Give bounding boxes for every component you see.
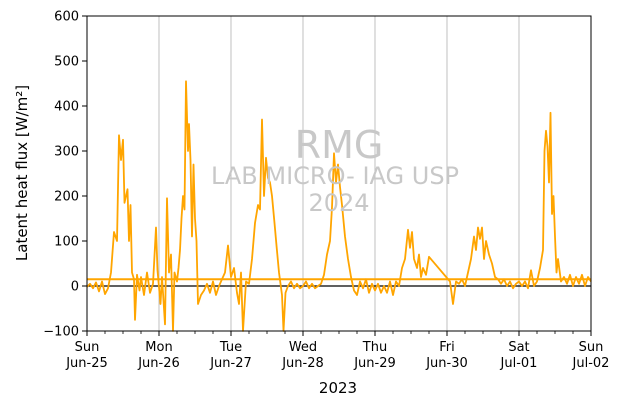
watermark-line-1: RMG — [295, 123, 384, 167]
y-tick-label: 300 — [54, 145, 79, 160]
y-tick-label: 100 — [54, 235, 79, 250]
x-axis-label: 2023 — [319, 379, 357, 397]
x-tick-day-label: Sun — [75, 340, 100, 355]
y-tick-label: −100 — [43, 325, 79, 340]
axes: SunJun-25MonJun-26TueJun-27WedJun-28ThuJ… — [43, 10, 609, 372]
x-tick-day-label: Thu — [362, 340, 387, 355]
x-tick-day-label: Tue — [219, 340, 242, 355]
x-tick-date-label: Jun-27 — [209, 356, 252, 371]
y-axis-label-units: [W/m²] — [13, 85, 31, 137]
watermark-line-2: LAB MICRO- IAG USP — [211, 162, 459, 190]
x-tick-date-label: Jun-25 — [65, 356, 108, 371]
x-tick-date-label: Jul-02 — [572, 356, 610, 371]
y-axis-label-text: Latent heat flux — [13, 142, 31, 261]
y-axis-label: Latent heat flux [W/m²] — [13, 85, 31, 261]
x-tick-date-label: Jul-01 — [500, 356, 538, 371]
x-tick-date-label: Jun-29 — [353, 356, 396, 371]
x-tick-date-label: Jun-28 — [281, 356, 324, 371]
x-tick-day-label: Wed — [289, 340, 317, 355]
y-tick-label: 600 — [54, 10, 79, 25]
y-tick-label: 200 — [54, 190, 79, 205]
x-tick-day-label: Mon — [145, 340, 172, 355]
x-tick-day-label: Sun — [579, 340, 604, 355]
x-tick-day-label: Fri — [439, 340, 455, 355]
y-tick-label: 0 — [71, 280, 79, 295]
y-tick-label: 400 — [54, 100, 79, 115]
y-tick-label: 500 — [54, 55, 79, 70]
series-line-latent-heat-flux — [86, 80, 592, 332]
x-tick-date-label: Jun-30 — [425, 356, 468, 371]
x-tick-day-label: Sat — [508, 340, 529, 355]
x-tick-date-label: Jun-26 — [137, 356, 180, 371]
series-layer — [86, 80, 592, 332]
watermark-line-3: 2024 — [308, 189, 369, 217]
watermark: RMG LAB MICRO- IAG USP 2024 — [211, 123, 459, 217]
